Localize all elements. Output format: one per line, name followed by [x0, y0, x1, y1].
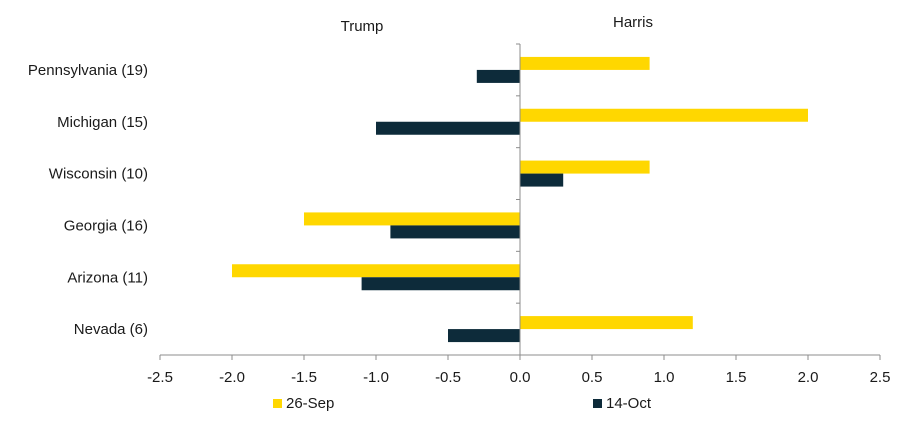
- bar-26-sep-0: [520, 56, 650, 70]
- x-tick-label-9: 2.0: [798, 369, 819, 386]
- bar-14-oct-2: [520, 173, 564, 187]
- x-tick-label-1: -2.0: [219, 369, 245, 386]
- bars: [232, 56, 808, 343]
- bar-14-oct-4: [361, 277, 520, 291]
- annotation-harris: Harris: [613, 14, 653, 31]
- bar-26-sep-1: [520, 108, 808, 122]
- y-axis-ticks: [516, 43, 520, 356]
- x-tick-label-8: 1.5: [726, 369, 747, 386]
- category-label-5: Nevada (6): [74, 321, 148, 338]
- legend-label-26-sep: 26-Sep: [286, 395, 334, 412]
- category-label-4: Arizona (11): [67, 269, 148, 286]
- bar-26-sep-5: [520, 316, 693, 330]
- bar-26-sep-2: [520, 160, 650, 174]
- annotation-trump: Trump: [341, 18, 384, 35]
- category-labels: Pennsylvania (19) Michigan (15) Wisconsin …: [28, 62, 148, 338]
- category-label-1: Michigan (15): [57, 114, 148, 131]
- bar-14-oct-1: [376, 121, 520, 135]
- x-tick-label-10: 2.5: [870, 369, 891, 386]
- category-label-2: Wisconsin (10): [49, 166, 148, 183]
- x-tick-label-7: 1.0: [654, 369, 675, 386]
- x-tick-label-2: -1.5: [291, 369, 317, 386]
- category-label-3: Georgia (16): [64, 217, 148, 234]
- x-tick-label-6: 0.5: [582, 369, 603, 386]
- x-tick-labels: -2.5 -2.0 -1.5 -1.0 -0.5 0.0 0.5 1.0 1.5 2.0 2.5: [147, 369, 890, 386]
- legend-label-14-oct: 14-Oct: [606, 395, 652, 412]
- bar-26-sep-3: [304, 212, 520, 226]
- x-tick-label-0: -2.5: [147, 369, 173, 386]
- x-tick-label-5: 0.0: [510, 369, 531, 386]
- x-tick-label-4: -0.5: [435, 369, 461, 386]
- bar-26-sep-4: [232, 264, 520, 278]
- legend: 26-Sep 14-Oct: [273, 395, 652, 412]
- bar-14-oct-3: [390, 225, 520, 239]
- x-axis-ticks: [159, 355, 881, 360]
- bar-14-oct-0: [476, 69, 520, 83]
- bar-14-oct-5: [448, 329, 520, 343]
- category-label-0: Pennsylvania (19): [28, 62, 148, 79]
- legend-swatch-14-oct: [593, 399, 602, 408]
- legend-swatch-26-sep: [273, 399, 282, 408]
- x-tick-label-3: -1.0: [363, 369, 389, 386]
